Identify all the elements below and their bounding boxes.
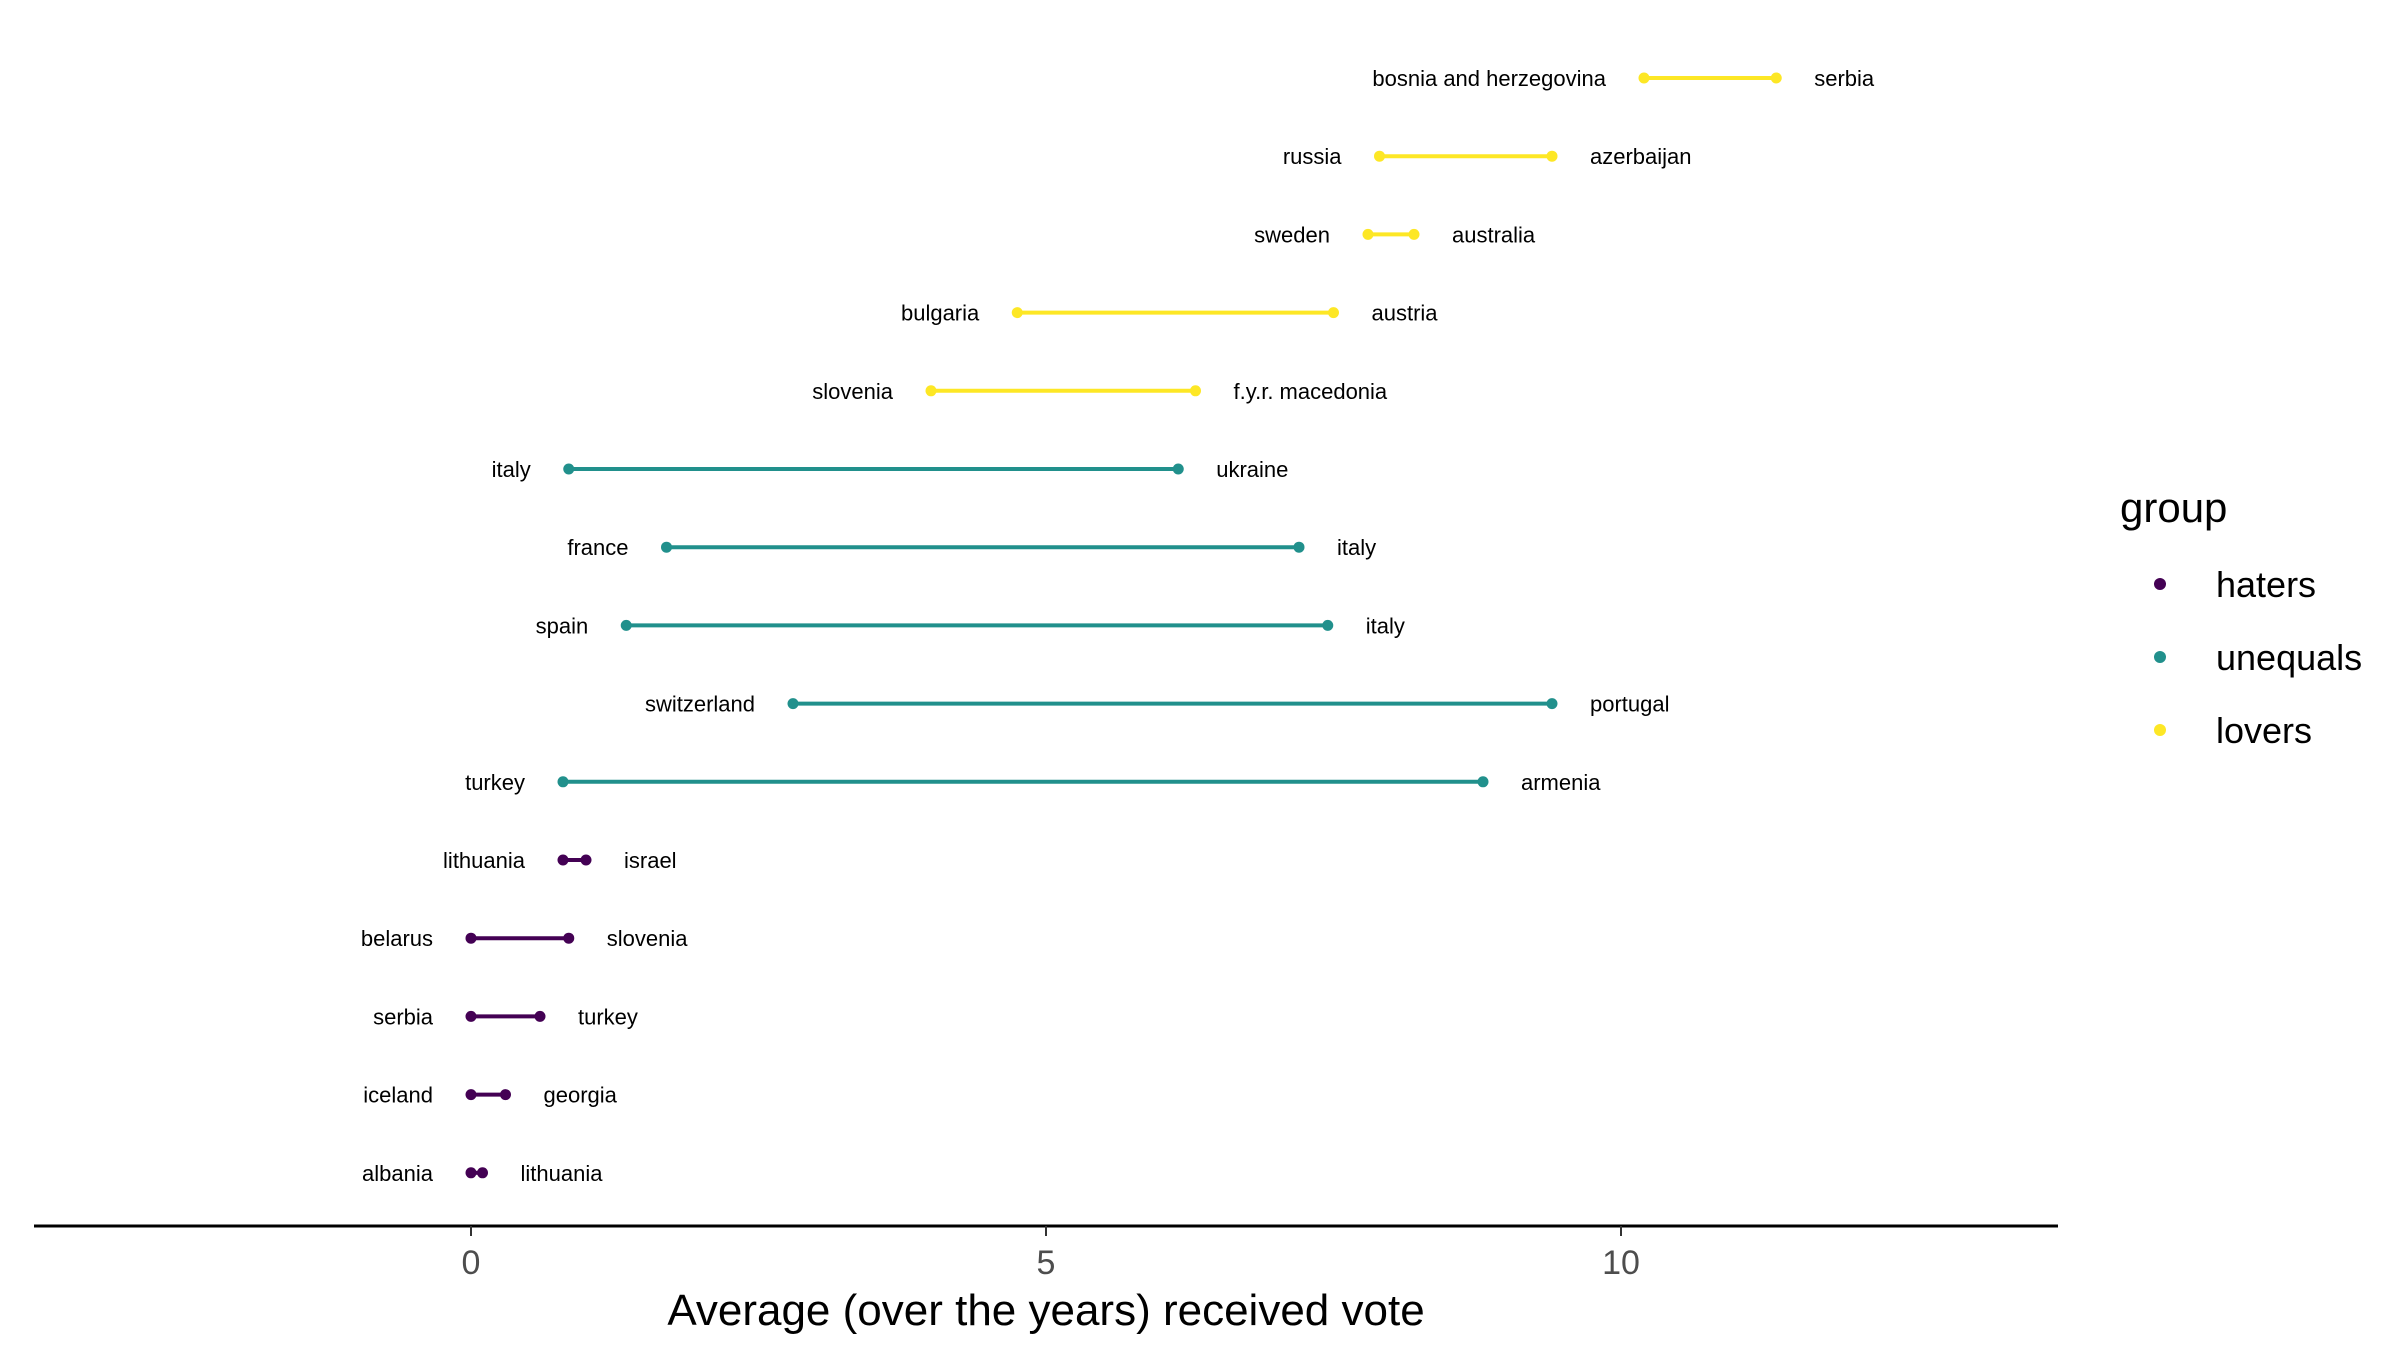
high-country-label: italy [1337,535,1376,560]
low-point [557,854,569,866]
x-tick-label: 5 [1037,1244,1056,1282]
dumbbell-row: spain italy [536,613,1405,638]
high-country-label: azerbaijan [1590,144,1692,169]
dumbbell-row: serbia turkey [373,1004,638,1029]
high-country-label: israel [624,848,677,873]
x-tick-label: 10 [1602,1244,1640,1282]
low-point [465,1167,477,1179]
low-point [620,619,632,631]
low-country-label: bulgaria [901,301,980,326]
high-country-label: armenia [1521,770,1601,795]
plot-area: bosnia and herzegovina serbia russia azerba… [361,66,1875,1186]
high-country-label: austria [1372,301,1439,326]
dumbbell-row: albania lithuania [362,1161,603,1186]
x-axis-title: Average (over the years) received vote [667,1286,1424,1335]
low-country-label: russia [1283,144,1342,169]
high-point [1546,698,1558,710]
low-country-label: slovenia [812,379,893,404]
dumbbell-row: iceland georgia [363,1083,617,1108]
dumbbell-row: switzerland portugal [645,692,1670,717]
low-country-label: switzerland [645,692,755,717]
high-point [477,1167,488,1179]
high-point [580,854,592,866]
dumbbell-row: slovenia f.y.r. macedonia [812,379,1388,404]
high-point [1322,619,1334,631]
legend-label-haters: haters [2216,564,2316,605]
low-point [557,776,569,788]
dumbbell-row: bulgaria austria [901,301,1438,326]
high-point [500,1089,511,1101]
high-country-label: serbia [1814,66,1875,91]
low-point [465,932,477,944]
high-country-label: italy [1366,613,1405,638]
low-point [925,385,937,397]
low-country-label: belarus [361,926,433,951]
low-point [1011,307,1023,319]
low-point [787,698,799,710]
high-point [1546,150,1558,162]
low-point [1362,228,1374,240]
low-point [1638,72,1650,84]
low-country-label: serbia [373,1004,434,1029]
high-point [1408,228,1420,240]
x-axis-ticks: 0 5 10 [462,1226,1640,1282]
low-country-label: italy [492,457,531,482]
dumbbell-row: italy ukraine [492,457,1289,482]
dumbbell-row: bosnia and herzegovina serbia [1372,66,1875,91]
dumbbell-row: turkey armenia [465,770,1601,795]
low-point [465,1089,477,1101]
legend-label-unequals: unequals [2216,637,2362,678]
high-point [1190,385,1201,397]
low-point [563,463,575,475]
low-country-label: albania [362,1161,434,1186]
low-country-label: bosnia and herzegovina [1372,66,1606,91]
low-point [1374,150,1385,162]
high-point [534,1010,546,1022]
high-country-label: turkey [578,1004,638,1029]
legend-key-unequals [2154,651,2166,663]
low-point [465,1010,477,1022]
high-country-label: lithuania [521,1161,604,1186]
low-country-label: lithuania [443,848,526,873]
high-point [1172,463,1184,475]
high-country-label: f.y.r. macedonia [1234,379,1388,404]
high-point [563,932,575,944]
dumbbell-row: belarus slovenia [361,926,688,951]
high-point [1328,307,1339,319]
dumbbell-row: lithuania israel [443,848,677,873]
low-country-label: spain [536,613,589,638]
high-country-label: ukraine [1216,457,1288,482]
high-country-label: georgia [544,1083,618,1108]
high-point [1477,776,1489,788]
legend-title: group [2120,484,2227,531]
high-country-label: australia [1452,222,1536,247]
low-country-label: france [567,535,628,560]
legend: group haters unequals lovers [2120,484,2362,751]
high-point [1770,72,1782,84]
high-country-label: slovenia [607,926,688,951]
dumbbell-row: sweden australia [1254,222,1536,247]
low-country-label: turkey [465,770,525,795]
low-point [661,541,672,553]
low-country-label: sweden [1254,222,1330,247]
low-country-label: iceland [363,1083,433,1108]
legend-key-haters [2154,578,2166,590]
high-point [1293,541,1305,553]
legend-key-lovers [2154,724,2166,736]
dumbbell-row: france italy [567,535,1376,560]
x-tick-label: 0 [462,1244,481,1282]
high-country-label: portugal [1590,692,1670,717]
dumbbell-row: russia azerbaijan [1283,144,1692,169]
legend-label-lovers: lovers [2216,710,2312,751]
